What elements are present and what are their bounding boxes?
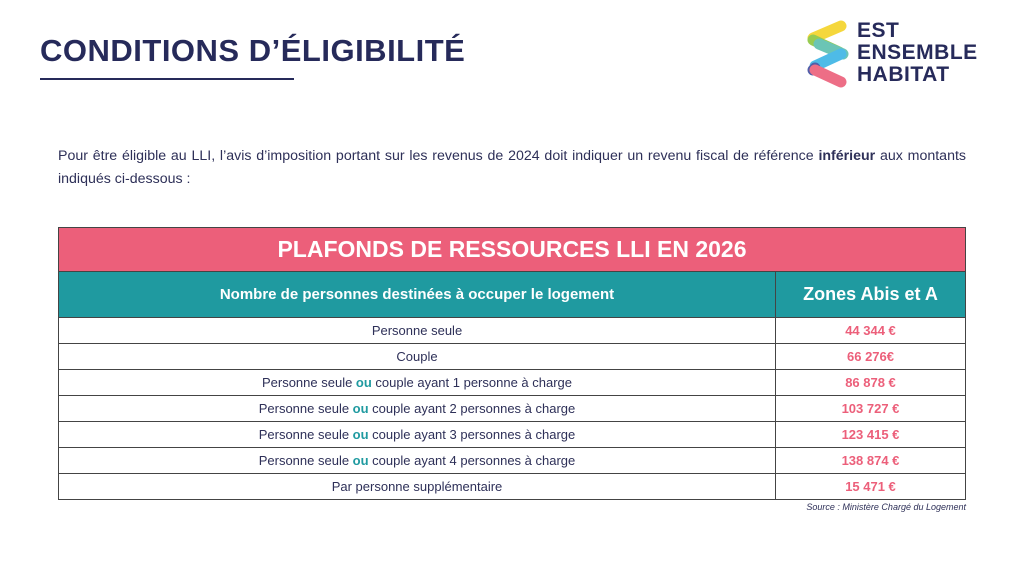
intro-paragraph: Pour être éligible au LLI, l’avis d’impo… — [58, 148, 966, 187]
ceiling-value: 138 874 € — [775, 447, 966, 474]
title-underline — [40, 78, 294, 80]
table-row: Personne seule 44 344 € — [58, 317, 966, 344]
column-header-zones: Zones Abis et A — [775, 271, 966, 318]
logo-text: EST ENSEMBLE HABITAT — [857, 19, 978, 86]
logo: EST ENSEMBLE HABITAT — [805, 18, 1005, 90]
ceiling-value: 86 878 € — [775, 369, 966, 396]
ceiling-value: 123 415 € — [775, 421, 966, 448]
table-row: Personne seule ou couple ayant 2 personn… — [58, 395, 966, 422]
table-row: Personne seule ou couple ayant 3 personn… — [58, 421, 966, 448]
logo-mark-icon — [807, 20, 849, 88]
household-cell: Par personne supplémentaire — [58, 473, 776, 500]
household-cell: Personne seule ou couple ayant 4 personn… — [58, 447, 776, 474]
column-header-household: Nombre de personnes destinées à occuper … — [58, 271, 776, 318]
household-cell: Personne seule ou couple ayant 2 personn… — [58, 395, 776, 422]
household-cell: Personne seule — [58, 317, 776, 344]
household-cell: Personne seule ou couple ayant 1 personn… — [58, 369, 776, 396]
ceiling-value: 66 276€ — [775, 343, 966, 370]
table-row: Couple 66 276€ — [58, 343, 966, 370]
income-ceilings-table: PLAFONDS DE RESSOURCES LLI EN 2026 Nombr… — [58, 227, 966, 500]
household-cell: Couple — [58, 343, 776, 370]
source-note: Source : Ministère Chargé du Logement — [806, 502, 966, 512]
ceiling-value: 15 471 € — [775, 473, 966, 500]
table-row: Personne seule ou couple ayant 4 personn… — [58, 447, 966, 474]
table-row: Par personne supplémentaire 15 471 € — [58, 473, 966, 500]
ceiling-value: 103 727 € — [775, 395, 966, 422]
table-title: PLAFONDS DE RESSOURCES LLI EN 2026 — [58, 227, 966, 272]
table-row: Personne seule ou couple ayant 1 personn… — [58, 369, 966, 396]
page-title: CONDITIONS D’ÉLIGIBILITÉ — [40, 33, 466, 68]
ceiling-value: 44 344 € — [775, 317, 966, 344]
household-cell: Personne seule ou couple ayant 3 personn… — [58, 421, 776, 448]
